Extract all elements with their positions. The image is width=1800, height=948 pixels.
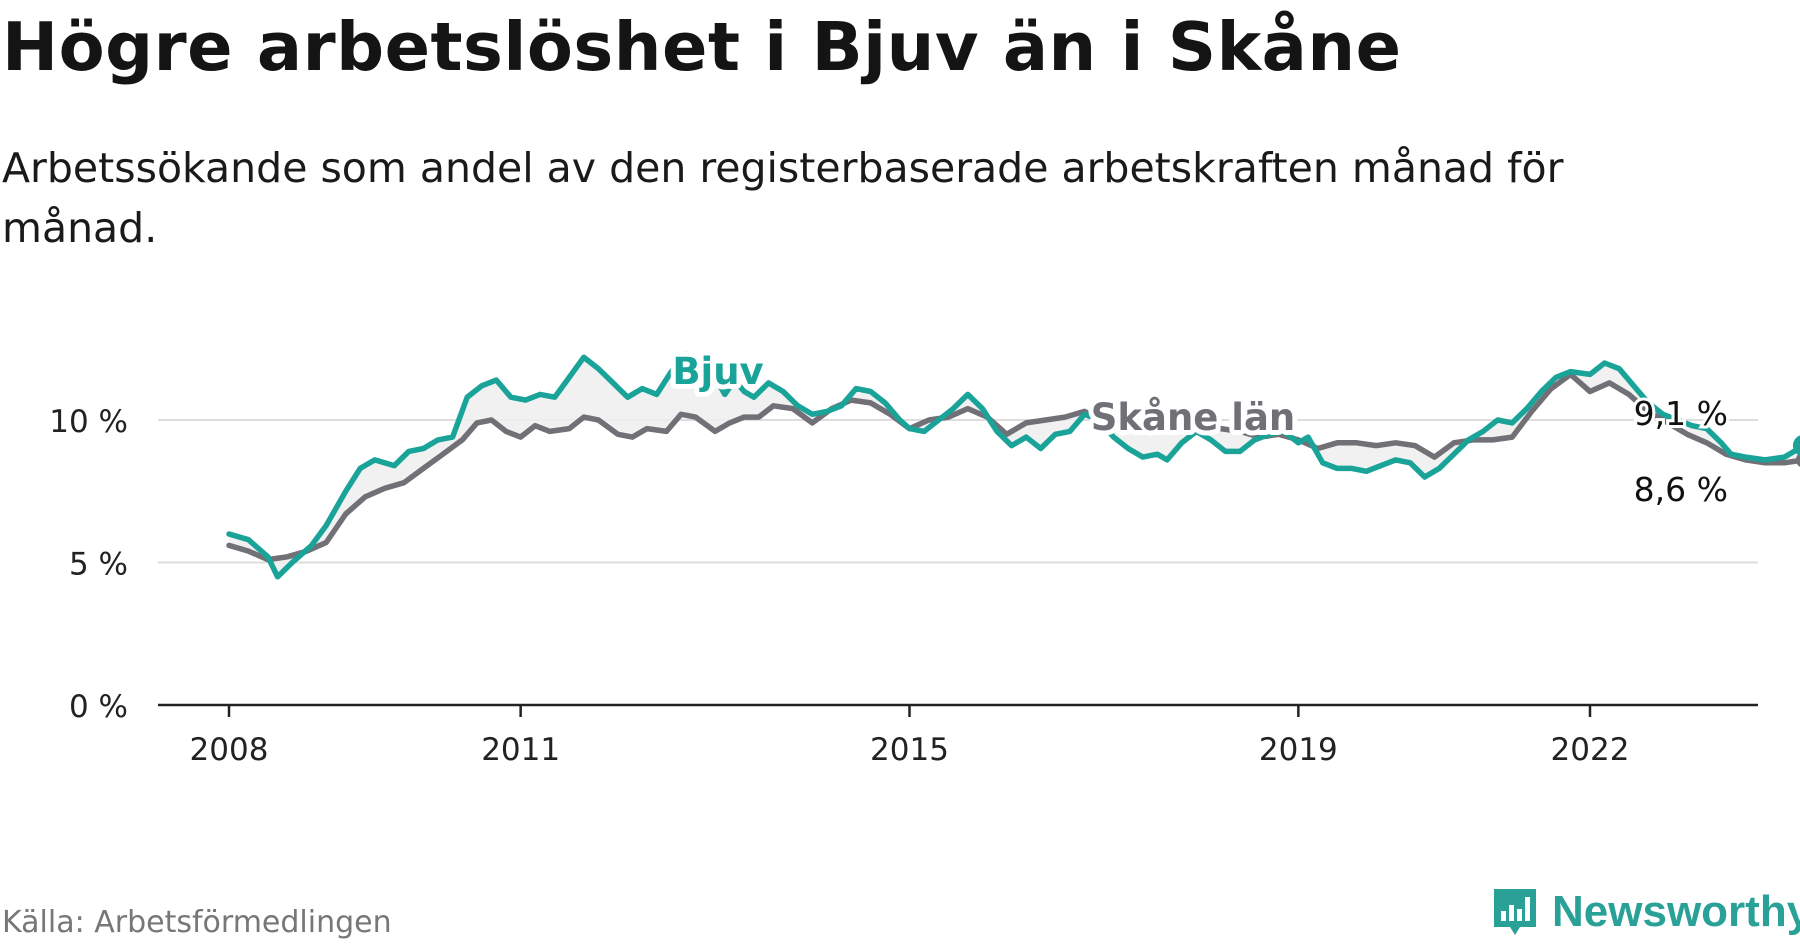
- x-tick-label: 2019: [1259, 732, 1338, 768]
- y-tick-label: 5 %: [69, 547, 128, 583]
- brand-logo[interactable]: Newsworthy: [1490, 885, 1800, 939]
- chart-title: Högre arbetslöshet i Bjuv än i Skåne: [2, 8, 1402, 86]
- x-tick-label: 2015: [870, 732, 949, 768]
- difference-band: [229, 354, 1800, 577]
- series-label-bjuv: Bjuv: [672, 350, 763, 393]
- series-line-bjuv: [226, 351, 1800, 580]
- x-tick-label: 2022: [1551, 732, 1630, 768]
- bar-chart-icon: [1494, 889, 1536, 935]
- grid-layer: [158, 419, 1758, 564]
- end-marker-bjuv: [1792, 435, 1800, 456]
- series-line-skane: [226, 371, 1800, 563]
- axis-layer: 0 % 5 % 10 % 2008 2011 2015 2019 2022: [49, 404, 1758, 768]
- brand-name: Newsworthy: [1552, 887, 1800, 936]
- chart-subtitle: Arbetssökande som andel av den registerb…: [2, 144, 1564, 252]
- y-tick-label: 10 %: [49, 404, 128, 440]
- x-tick-label: 2008: [190, 732, 269, 768]
- x-tick-label: 2011: [481, 732, 560, 768]
- series-layer: [226, 351, 1800, 580]
- series-label-skane: Skåne län: [1091, 396, 1296, 439]
- end-marker-skane: [1795, 452, 1800, 467]
- end-label-skane: 8,6 %: [1634, 470, 1728, 509]
- source-note: Källa: Arbetsförmedlingen: [2, 905, 392, 940]
- line-chart: 0 % 5 % 10 % 2008 2011 2015 2019 2022 Bjuv Skåne…: [49, 345, 1800, 768]
- label-layer: Bjuv Skåne län 9,1 % 8,6 %: [667, 345, 1731, 512]
- end-label-bjuv: 9,1 %: [1634, 394, 1728, 433]
- y-tick-label: 0 %: [69, 689, 128, 725]
